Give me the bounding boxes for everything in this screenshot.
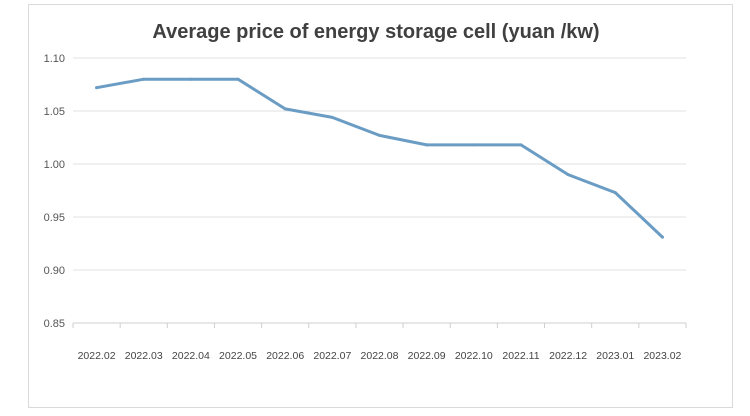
y-axis-ticks: 0.85 0.90 0.95 1.00 1.05 1.10: [44, 53, 65, 330]
chart-frame: [28, 4, 733, 408]
x-tick-label: 2022.02: [78, 350, 116, 362]
y-tick-label: 0.90: [44, 265, 65, 277]
x-tick-label: 2022.06: [266, 350, 304, 362]
x-tick-label: 2022.10: [455, 350, 493, 362]
x-axis-ticks: 2022.02 2022.03 2022.04 2022.05 2022.06 2022.…: [78, 350, 682, 362]
x-tick-label: 2022.07: [313, 350, 351, 362]
x-tick-label: 2022.05: [219, 350, 257, 362]
data-point: [660, 235, 664, 239]
series-line: [95, 77, 664, 239]
x-tick-label: 2023.02: [643, 350, 681, 362]
x-tick-label: 2022.08: [361, 350, 399, 362]
chart-title: Average price of energy storage cell (yu…: [152, 21, 599, 43]
x-axis: [72, 322, 687, 328]
x-tick-label: 2022.12: [549, 350, 587, 362]
data-point: [330, 115, 334, 119]
data-point: [472, 143, 476, 147]
data-point: [613, 191, 617, 195]
series-layer: [95, 77, 664, 239]
gridlines: [73, 57, 686, 271]
y-tick-label: 1.10: [44, 53, 65, 65]
data-point: [142, 77, 146, 81]
data-point: [283, 107, 287, 111]
x-tick-label: 2022.11: [502, 350, 539, 362]
y-tick-label: 0.95: [44, 212, 65, 224]
x-tick-label: 2022.04: [172, 350, 210, 362]
y-tick-label: 1.00: [44, 159, 65, 171]
data-point: [378, 133, 381, 137]
x-tick-label: 2022.09: [408, 350, 446, 362]
data-point: [566, 173, 570, 177]
data-point: [519, 143, 523, 147]
y-tick-label: 1.05: [44, 106, 65, 118]
data-point: [189, 77, 193, 81]
data-point: [236, 77, 240, 81]
x-tick-label: 2022.03: [125, 350, 163, 362]
data-point: [95, 86, 99, 90]
data-point: [425, 143, 429, 147]
x-tick-label: 2023.01: [596, 350, 634, 362]
y-tick-label: 0.85: [44, 318, 65, 330]
